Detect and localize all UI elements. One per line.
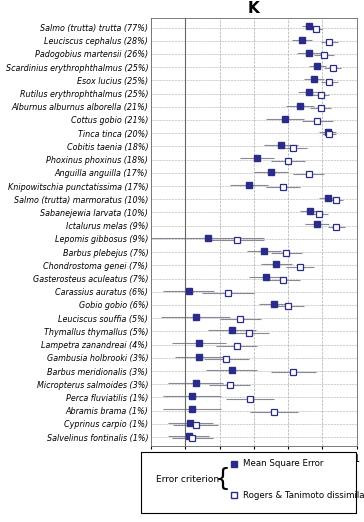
Text: Mean Square Error: Mean Square Error [243, 459, 323, 468]
Text: {: { [215, 468, 231, 491]
FancyBboxPatch shape [141, 452, 356, 514]
Text: Rogers & Tanimoto dissimilarity: Rogers & Tanimoto dissimilarity [243, 491, 364, 500]
Title: K: K [248, 1, 260, 16]
Text: Error criterion: Error criterion [156, 475, 219, 484]
